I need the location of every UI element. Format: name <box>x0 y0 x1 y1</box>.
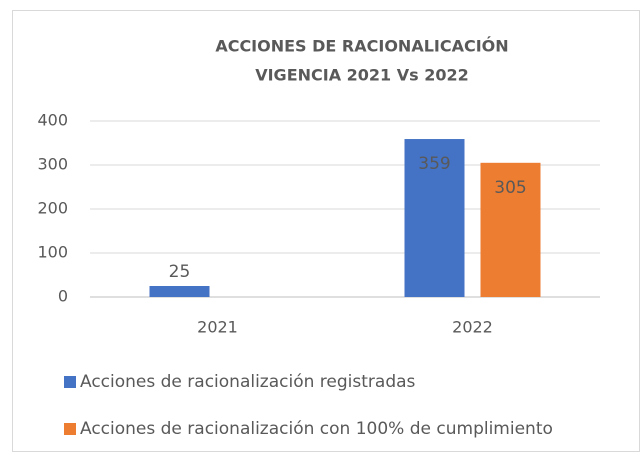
y-tick-label: 400 <box>37 111 68 130</box>
data-label: 25 <box>169 262 191 282</box>
y-tick-label: 0 <box>58 287 68 306</box>
legend-swatch <box>64 423 76 435</box>
x-tick-label: 2021 <box>197 318 238 337</box>
y-tick-label: 200 <box>37 199 68 218</box>
bar <box>480 162 541 297</box>
bar <box>404 139 465 297</box>
legend-swatch <box>64 376 76 388</box>
x-tick-label: 2022 <box>452 318 493 337</box>
legend-label: Acciones de racionalización con 100% de … <box>80 419 553 439</box>
bar <box>149 286 210 297</box>
chart-title: ACCIONES DE RACIONALICACIÓN <box>215 37 508 56</box>
data-label: 359 <box>418 154 450 174</box>
y-tick-label: 100 <box>37 243 68 262</box>
data-label: 305 <box>494 178 526 198</box>
y-tick-label: 300 <box>37 155 68 174</box>
legend-label: Acciones de racionalización registradas <box>80 372 416 392</box>
chart-title: VIGENCIA 2021 Vs 2022 <box>255 66 469 85</box>
